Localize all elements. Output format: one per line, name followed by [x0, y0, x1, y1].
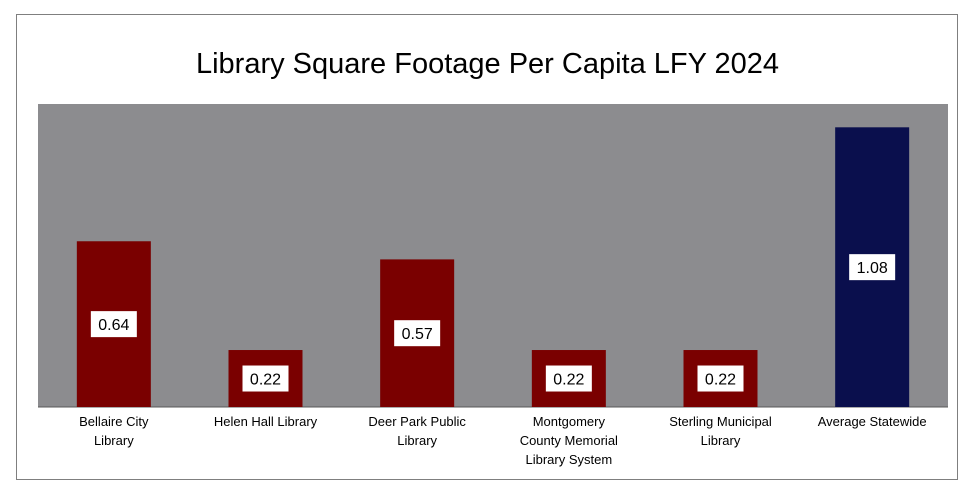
x-tick-label: Library [397, 433, 437, 448]
data-label-box [394, 320, 441, 347]
data-label-box [849, 254, 896, 281]
x-tick-label: Library [94, 433, 134, 448]
x-tick-label: Deer Park Public [368, 414, 466, 429]
x-tick-label: Library [701, 433, 741, 448]
data-label: 0.22 [250, 372, 281, 389]
data-label: 0.22 [705, 372, 736, 389]
data-label-box [90, 311, 137, 338]
x-tick-label: County Memorial [520, 433, 618, 448]
x-tick-label: Average Statewide [818, 414, 927, 429]
x-tick-label: Montgomery [533, 414, 606, 429]
data-label: 1.08 [857, 260, 888, 277]
data-label: 0.57 [402, 326, 433, 343]
plot-area [38, 104, 948, 407]
data-label: 0.64 [98, 317, 129, 334]
x-tick-label: Sterling Municipal [669, 414, 772, 429]
data-label-box [545, 365, 592, 392]
x-tick-label: Bellaire City [79, 414, 149, 429]
x-tick-label: Library System [525, 452, 612, 467]
data-label: 0.22 [553, 372, 584, 389]
chart-title: Library Square Footage Per Capita LFY 20… [195, 48, 780, 80]
data-label-box [697, 365, 744, 392]
data-label-box [242, 365, 289, 392]
x-tick-label: Helen Hall Library [214, 414, 318, 429]
